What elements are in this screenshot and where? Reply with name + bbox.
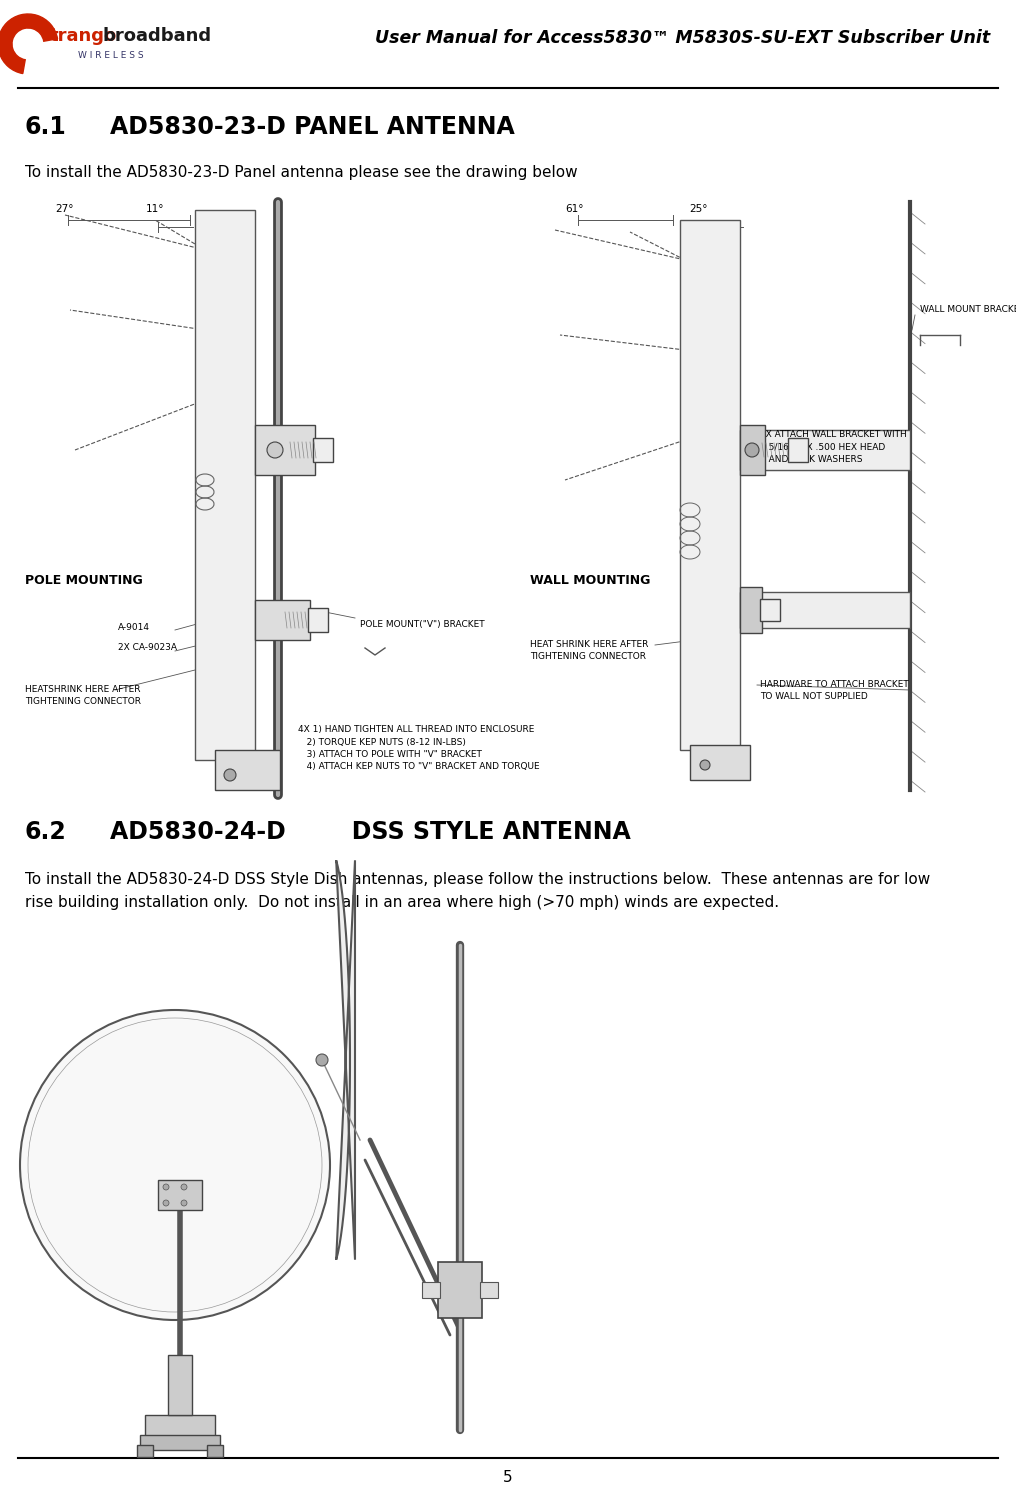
Text: AD5830-23-D PANEL ANTENNA: AD5830-23-D PANEL ANTENNA — [110, 115, 515, 139]
Text: 4X 1) HAND TIGHTEN ALL THREAD INTO ENCLOSURE
   2) TORQUE KEP NUTS (8-12 IN-LBS): 4X 1) HAND TIGHTEN ALL THREAD INTO ENCLO… — [298, 724, 539, 771]
Bar — [137, 1446, 153, 1458]
Polygon shape — [336, 860, 355, 1260]
Circle shape — [20, 1010, 330, 1320]
Bar — [740, 430, 910, 469]
Bar — [308, 608, 328, 632]
Text: 2X CA-9023A: 2X CA-9023A — [118, 643, 177, 652]
Text: HEATSHRINK HERE AFTER
TIGHTENING CONNECTOR: HEATSHRINK HERE AFTER TIGHTENING CONNECT… — [25, 685, 141, 706]
Text: rise building installation only.  Do not install in an area where high (>70 mph): rise building installation only. Do not … — [25, 895, 779, 910]
Text: POLE MOUNT("V") BRACKET: POLE MOUNT("V") BRACKET — [360, 620, 485, 629]
Bar — [215, 750, 280, 791]
Bar — [255, 601, 310, 640]
Bar — [788, 438, 808, 462]
Bar — [740, 592, 910, 628]
Text: 6.1: 6.1 — [25, 115, 67, 139]
Bar — [480, 1283, 498, 1298]
Text: W I R E L E S S: W I R E L E S S — [78, 50, 143, 59]
Text: AD5830-24-D        DSS STYLE ANTENNA: AD5830-24-D DSS STYLE ANTENNA — [110, 819, 631, 844]
Text: To install the AD5830-23-D Panel antenna please see the drawing below: To install the AD5830-23-D Panel antenna… — [25, 164, 578, 180]
Bar — [145, 1415, 215, 1440]
Bar — [690, 745, 750, 780]
Text: broadband: broadband — [103, 27, 212, 45]
Text: WALL MOUNT BRACKET: WALL MOUNT BRACKET — [920, 305, 1016, 314]
Text: HEAT SHRINK HERE AFTER
TIGHTENING CONNECTOR: HEAT SHRINK HERE AFTER TIGHTENING CONNEC… — [530, 640, 648, 661]
Circle shape — [267, 442, 283, 459]
Bar — [140, 1435, 220, 1450]
Circle shape — [181, 1185, 187, 1191]
Text: 61°: 61° — [566, 204, 584, 214]
Circle shape — [163, 1200, 169, 1206]
Text: 5: 5 — [503, 1470, 513, 1485]
Bar — [680, 220, 740, 750]
Text: trango: trango — [50, 27, 117, 45]
Circle shape — [745, 444, 759, 457]
Text: POLE MOUNTING: POLE MOUNTING — [25, 573, 143, 587]
Text: 6.2: 6.2 — [25, 819, 67, 844]
Bar — [255, 426, 315, 475]
Text: To install the AD5830-24-D DSS Style Dish antennas, please follow the instructio: To install the AD5830-24-D DSS Style Dis… — [25, 872, 931, 887]
Text: HARDWARE TO ATTACH BRACKET
TO WALL NOT SUPPLIED: HARDWARE TO ATTACH BRACKET TO WALL NOT S… — [760, 681, 908, 700]
Bar — [760, 599, 780, 622]
Circle shape — [224, 770, 236, 782]
Text: User Manual for Access5830™ M5830S-SU-EXT Subscriber Unit: User Manual for Access5830™ M5830S-SU-EX… — [375, 29, 990, 47]
Bar — [438, 1262, 482, 1317]
Bar — [207, 1446, 223, 1458]
Bar — [740, 587, 762, 632]
Wedge shape — [0, 14, 58, 74]
Circle shape — [316, 1053, 328, 1065]
Text: 27°: 27° — [56, 204, 74, 214]
Text: 4X ATTACH WALL BRACKET WITH
   5/16-18 X .500 HEX HEAD
   AND LOCK WASHERS: 4X ATTACH WALL BRACKET WITH 5/16-18 X .5… — [760, 430, 906, 463]
Bar — [422, 1283, 440, 1298]
Circle shape — [700, 761, 710, 770]
Circle shape — [181, 1200, 187, 1206]
Bar — [195, 210, 255, 761]
Text: 25°: 25° — [689, 204, 707, 214]
Bar — [158, 1180, 202, 1210]
Text: WALL MOUNTING: WALL MOUNTING — [530, 573, 650, 587]
Bar — [740, 426, 765, 475]
Text: 11°: 11° — [145, 204, 165, 214]
Text: A-9014: A-9014 — [118, 623, 150, 631]
Bar — [168, 1355, 192, 1415]
Circle shape — [163, 1185, 169, 1191]
Bar — [313, 438, 333, 462]
